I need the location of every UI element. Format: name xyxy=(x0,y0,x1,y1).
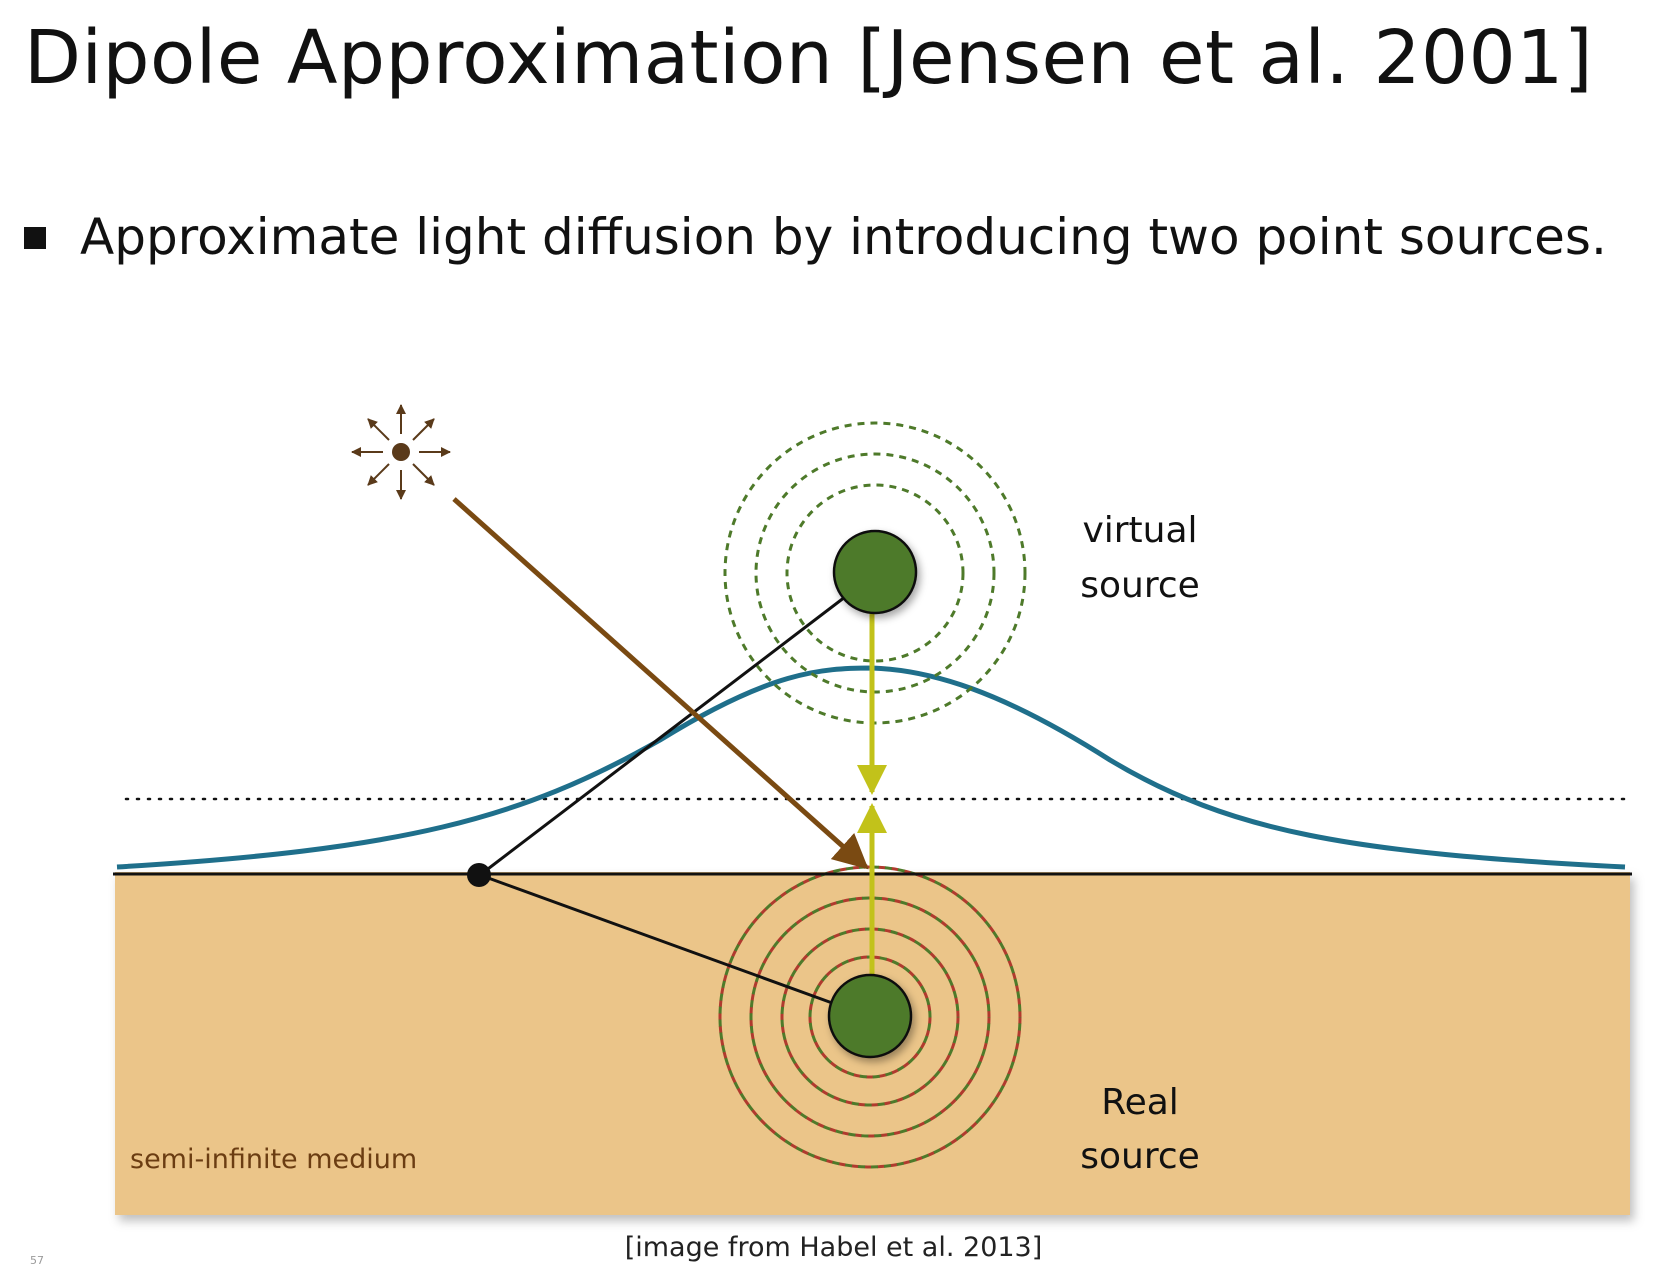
slide-title: Dipole Approximation [Jensen et al. 2001… xyxy=(24,15,1594,101)
light-source-icon xyxy=(351,404,451,500)
virtual-source-label-line1: virtual xyxy=(1082,510,1197,551)
real-source-label-line1: Real xyxy=(1101,1082,1179,1123)
incident-ray xyxy=(452,497,869,870)
image-caption: [image from Habel et al. 2013] xyxy=(624,1232,1043,1263)
virtual-source-rings xyxy=(723,421,1027,725)
entry-to-real-line xyxy=(479,873,836,1006)
entry-point-icon xyxy=(467,863,491,887)
medium-label: semi-infinite medium xyxy=(130,1144,417,1175)
real-source-label-line2: source xyxy=(1080,1136,1200,1177)
entry-to-virtual-line xyxy=(479,595,846,877)
page-number: 57 xyxy=(30,1254,44,1267)
virtual-source-label-line2: source xyxy=(1080,565,1200,606)
bullet-item: Approximate light diffusion by introduci… xyxy=(24,210,1607,265)
bullet-text: Approximate light diffusion by introduci… xyxy=(80,208,1607,266)
real-source-icon xyxy=(827,973,913,1059)
virtual-source-icon xyxy=(832,529,918,615)
bullet-square-icon xyxy=(24,226,46,249)
